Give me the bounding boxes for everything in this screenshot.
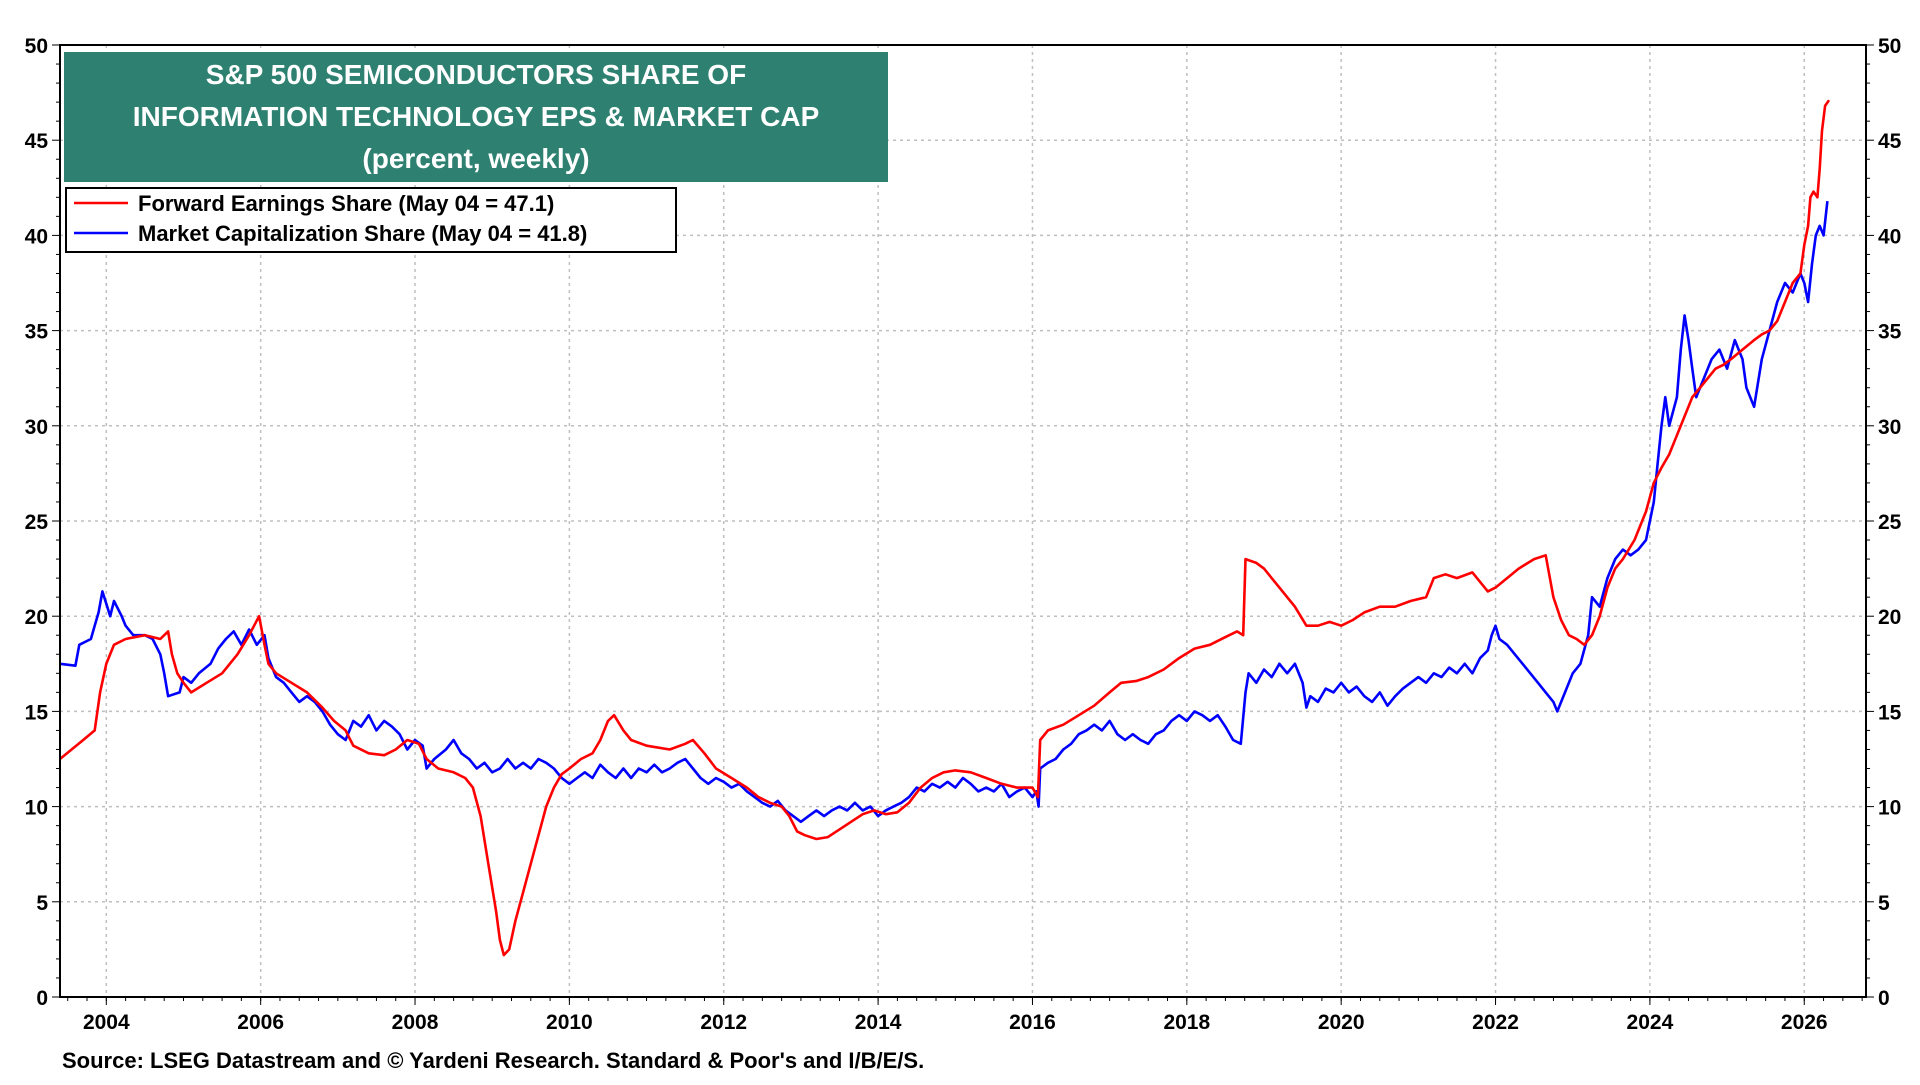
y-tick-label-left: 5 bbox=[36, 892, 48, 915]
x-tick-label: 2018 bbox=[1163, 1011, 1210, 1034]
x-tick-label: 2016 bbox=[1009, 1011, 1056, 1034]
source-note: Source: LSEG Datastream and © Yardeni Re… bbox=[62, 1048, 924, 1073]
y-tick-label-right: 5 bbox=[1878, 892, 1890, 915]
y-tick-label-right: 40 bbox=[1878, 225, 1901, 248]
legend-label-market-cap: Market Capitalization Share (May 04 = 41… bbox=[138, 221, 587, 246]
y-tick-label-left: 35 bbox=[25, 321, 49, 344]
y-tick-label-left: 15 bbox=[25, 701, 49, 724]
x-tick-label: 2024 bbox=[1627, 1011, 1674, 1034]
y-axis-right-labels: 0 5 10 15 20 25 30 35 40 45 50 bbox=[1878, 35, 1902, 1010]
title-background bbox=[64, 52, 888, 182]
y-tick-label-right: 20 bbox=[1878, 606, 1901, 629]
x-tick-label: 2026 bbox=[1781, 1011, 1828, 1034]
series-forward-earnings-line bbox=[59, 99, 1831, 957]
y-tick-label-right: 50 bbox=[1878, 35, 1901, 58]
chart-title-line-2: INFORMATION TECHNOLOGY EPS & MARKET CAP bbox=[133, 101, 820, 132]
y-tick-label-left: 50 bbox=[25, 35, 48, 58]
legend-label-forward-earnings: Forward Earnings Share (May 04 = 47.1) bbox=[138, 191, 554, 216]
series-market-cap-line bbox=[59, 200, 1829, 824]
y-tick-label-right: 30 bbox=[1878, 416, 1901, 439]
x-tick-label: 2020 bbox=[1318, 1011, 1365, 1034]
y-tick-label-right: 10 bbox=[1878, 797, 1901, 820]
x-tick-label: 2006 bbox=[237, 1011, 284, 1034]
y-tick-label-right: 45 bbox=[1878, 130, 1902, 153]
y-tick-label-right: 15 bbox=[1878, 701, 1902, 724]
y-tick-label-left: 40 bbox=[25, 225, 48, 248]
y-tick-label-left: 20 bbox=[25, 606, 48, 629]
chart-title-line-1: S&P 500 SEMICONDUCTORS SHARE OF bbox=[206, 59, 746, 90]
title-box: S&P 500 SEMICONDUCTORS SHARE OF INFORMAT… bbox=[64, 52, 888, 182]
y-tick-label-left: 10 bbox=[25, 797, 48, 820]
y-tick-label-right: 35 bbox=[1878, 321, 1902, 344]
x-tick-label: 2008 bbox=[392, 1011, 439, 1034]
chart-subtitle: (percent, weekly) bbox=[362, 143, 589, 174]
plot-frame bbox=[59, 44, 1867, 998]
y-tick-label-right: 0 bbox=[1878, 987, 1890, 1010]
legend: Forward Earnings Share (May 04 = 47.1) M… bbox=[65, 187, 677, 253]
series-lines bbox=[59, 99, 1831, 957]
x-tick-label: 2004 bbox=[83, 1011, 130, 1034]
legend-box bbox=[65, 187, 677, 253]
y-tick-label-left: 25 bbox=[25, 511, 49, 534]
y-tick-label-right: 25 bbox=[1878, 511, 1902, 534]
x-tick-label: 2012 bbox=[700, 1011, 747, 1034]
x-tick-label: 2022 bbox=[1472, 1011, 1519, 1034]
y-tick-label-left: 0 bbox=[36, 987, 48, 1010]
y-tick-label-left: 30 bbox=[25, 416, 48, 439]
y-tick-label-left: 45 bbox=[25, 130, 49, 153]
x-tick-label: 2010 bbox=[546, 1011, 593, 1034]
y-axis-left-labels: 0 5 10 15 20 25 30 35 40 45 50 bbox=[25, 35, 49, 1010]
x-axis-labels: 2004 2006 2008 2010 2012 2014 2016 2018 2020 2022… bbox=[83, 1011, 1828, 1034]
x-tick-label: 2014 bbox=[855, 1011, 902, 1034]
